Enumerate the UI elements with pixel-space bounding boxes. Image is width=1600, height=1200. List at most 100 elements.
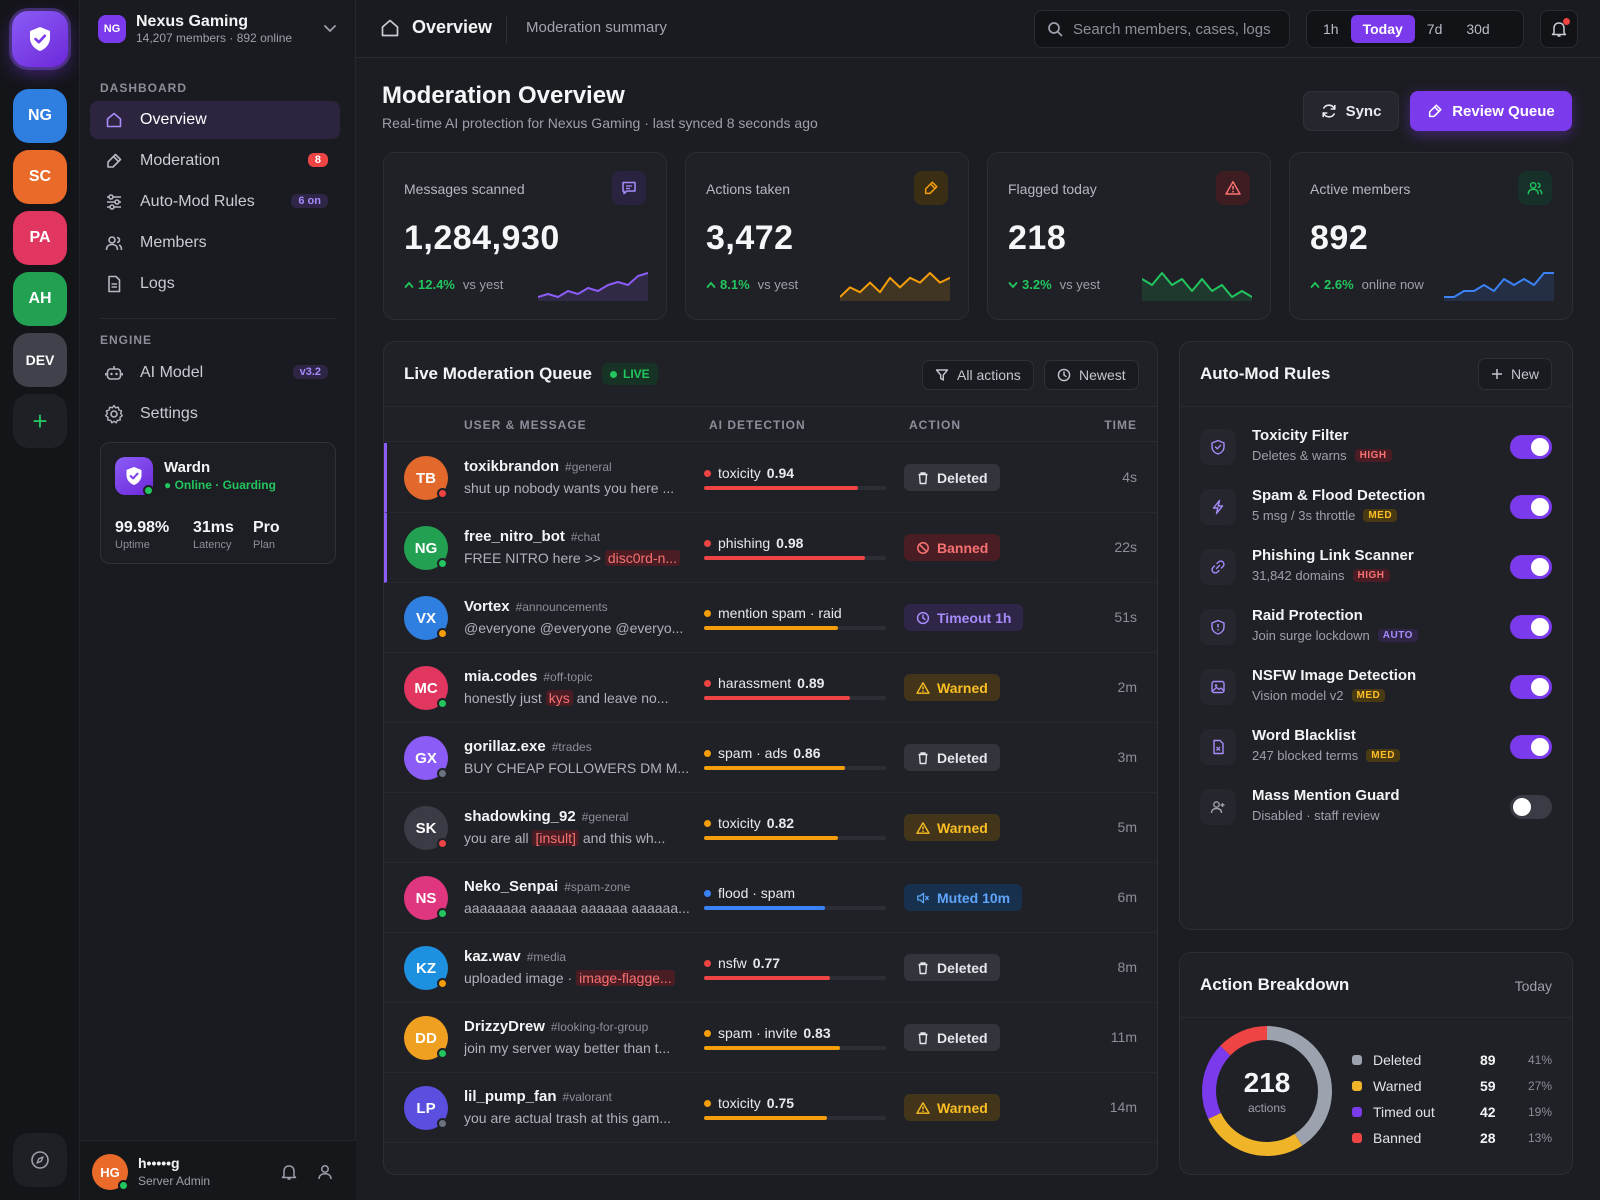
table-row[interactable]: TB toxikbrandon #general shut up nobody w… xyxy=(384,443,1157,513)
status-dot xyxy=(437,558,448,569)
table-row[interactable]: LP lil_pump_fan #valorant you are actual … xyxy=(384,1073,1157,1143)
action-badge[interactable]: Deleted xyxy=(904,1024,1000,1051)
action-badge[interactable]: Deleted xyxy=(904,464,1000,491)
stat-card-flagged: Flagged today 218 3.2% vs yest xyxy=(987,152,1271,320)
action-badge[interactable]: Warned xyxy=(904,1094,1000,1121)
server-icon-pa[interactable]: PA xyxy=(13,211,67,265)
add-server-button[interactable]: + xyxy=(13,394,67,448)
nav-item-members[interactable]: Members xyxy=(90,224,340,262)
ban-icon xyxy=(917,541,929,554)
nav-item-ai-model[interactable]: AI Model v3.2 xyxy=(90,354,340,392)
username[interactable]: mia.codes #off-topic xyxy=(464,668,593,685)
rule-item[interactable]: Spam & Flood Detection 5 msg / 3s thrott… xyxy=(1180,477,1572,537)
server-icon-dev[interactable]: DEV xyxy=(13,333,67,387)
table-row[interactable]: MC mia.codes #off-topic honestly just kys… xyxy=(384,653,1157,723)
nav-item-automod-rules[interactable]: Auto-Mod Rules 6 on xyxy=(90,183,340,221)
range-30d[interactable]: 30d xyxy=(1466,21,1490,37)
nav-item-logs[interactable]: Logs xyxy=(90,265,340,303)
breadcrumb-divider xyxy=(506,15,507,43)
range-7d[interactable]: 7d xyxy=(1426,21,1443,37)
action-badge[interactable]: Deleted xyxy=(904,954,1000,981)
nav-item-overview[interactable]: Overview xyxy=(90,101,340,139)
nav-item-moderation[interactable]: Moderation 8 xyxy=(90,142,340,180)
server-icon-sc[interactable]: SC xyxy=(13,150,67,204)
table-row[interactable]: VX Vortex #announcements @everyone @every… xyxy=(384,583,1157,653)
bot-icon xyxy=(104,363,124,383)
sync-button[interactable]: Sync xyxy=(1303,91,1399,131)
table-row[interactable]: SK shadowking_92 #general you are all [in… xyxy=(384,793,1157,863)
status-dot xyxy=(437,1118,448,1129)
explore-button[interactable] xyxy=(13,1133,67,1187)
range-1h[interactable]: 1h xyxy=(1323,21,1339,37)
rule-item[interactable]: Mass Mention Guard Disabled · staff revi… xyxy=(1180,777,1572,837)
ai-detection: spam · invite 0.83 xyxy=(704,1025,831,1041)
detection-score: 0.89 xyxy=(797,675,825,691)
severity-badge: HIGH xyxy=(1354,449,1392,462)
rule-toggle[interactable] xyxy=(1510,495,1552,519)
rule-item[interactable]: NSFW Image Detection Vision model v2 MED xyxy=(1180,657,1572,717)
home-icon[interactable] xyxy=(380,18,400,38)
file-icon xyxy=(104,274,124,294)
rule-toggle[interactable] xyxy=(1510,675,1552,699)
username[interactable]: gorillaz.exe #trades xyxy=(464,738,592,755)
nav-item-settings[interactable]: Settings xyxy=(90,395,340,433)
username[interactable]: Vortex #announcements xyxy=(464,598,608,615)
bell-icon[interactable] xyxy=(280,1163,298,1181)
detection-score: 0.94 xyxy=(766,465,795,481)
rule-toggle[interactable] xyxy=(1510,735,1552,759)
table-row[interactable]: KZ kaz.wav #media uploaded image · image-… xyxy=(384,933,1157,1003)
severity-badge: MED xyxy=(1366,749,1400,762)
user-icon[interactable] xyxy=(316,1163,334,1181)
rule-toggle[interactable] xyxy=(1510,435,1552,459)
table-row[interactable]: DD DrizzyDrew #looking-for-group join my … xyxy=(384,1003,1157,1073)
rule-item[interactable]: Word Blacklist 247 blocked terms MED xyxy=(1180,717,1572,777)
rule-toggle[interactable] xyxy=(1510,615,1552,639)
table-row[interactable]: GX gorillaz.exe #trades BUY CHEAP FOLLOWE… xyxy=(384,723,1157,793)
search-input[interactable] xyxy=(1073,20,1283,38)
username[interactable]: lil_pump_fan #valorant xyxy=(464,1088,612,1105)
notifications-button[interactable] xyxy=(1540,10,1578,48)
action-badge[interactable]: Warned xyxy=(904,814,1000,841)
action-badge[interactable]: Timeout 1h xyxy=(904,604,1024,631)
rule-item[interactable]: Toxicity Filter Deletes & warns HIGH xyxy=(1180,417,1572,477)
stat-label: Flagged today xyxy=(1008,181,1097,197)
range-today[interactable]: Today xyxy=(1350,15,1415,43)
rule-toggle[interactable] xyxy=(1510,795,1552,819)
action-badge[interactable]: Muted 10m xyxy=(904,884,1023,911)
mute-icon xyxy=(917,892,930,903)
filter-button[interactable]: All actions xyxy=(922,360,1034,390)
username[interactable]: Neko_Senpai #spam-zone xyxy=(464,878,631,895)
hammer-icon xyxy=(914,171,948,205)
server-icon-ah[interactable]: AH xyxy=(13,272,67,326)
flagged-term: disc0rd-n... xyxy=(604,550,681,566)
rule-toggle[interactable] xyxy=(1510,555,1552,579)
arrow-up-icon xyxy=(1310,281,1320,288)
review-queue-button[interactable]: Review Queue xyxy=(1410,91,1572,131)
timestamp: 2m xyxy=(1117,679,1137,695)
message-preview: join my server way better than t... xyxy=(464,1040,671,1056)
username[interactable]: kaz.wav #media xyxy=(464,948,567,965)
search-box[interactable] xyxy=(1034,10,1290,48)
chevron-down-icon[interactable] xyxy=(322,20,338,36)
action-badge[interactable]: Deleted xyxy=(904,744,1000,771)
rule-item[interactable]: Raid Protection Join surge lockdown AUTO xyxy=(1180,597,1572,657)
sort-button[interactable]: Newest xyxy=(1044,360,1139,390)
username[interactable]: toxikbrandon #general xyxy=(464,458,612,475)
server-icon-nexus[interactable]: NG xyxy=(13,89,67,143)
trash-icon xyxy=(918,961,928,974)
new-rule-button[interactable]: New xyxy=(1477,358,1552,390)
confidence-bar xyxy=(704,1116,886,1120)
username[interactable]: free_nitro_bot #chat xyxy=(464,528,601,545)
username[interactable]: DrizzyDrew #looking-for-group xyxy=(464,1018,649,1035)
action-badge[interactable]: Warned xyxy=(904,674,1000,701)
table-row[interactable]: NS Neko_Senpai #spam-zone aaaaaaaa aaaaaa… xyxy=(384,863,1157,933)
app-logo[interactable] xyxy=(12,11,68,67)
guild-switcher[interactable]: NG Nexus Gaming 14,207 members · 892 onl… xyxy=(98,12,338,46)
rule-item[interactable]: Phishing Link Scanner 31,842 domains HIGH xyxy=(1180,537,1572,597)
table-row[interactable]: NG free_nitro_bot #chat FREE NITRO here >… xyxy=(384,513,1157,583)
username[interactable]: shadowking_92 #general xyxy=(464,808,629,825)
detection-score: 0.82 xyxy=(766,815,795,831)
bot-stat-latency: 31ms Latency xyxy=(193,519,234,551)
action-badge[interactable]: Banned xyxy=(904,534,1001,561)
avatar[interactable]: LP xyxy=(404,1086,448,1130)
